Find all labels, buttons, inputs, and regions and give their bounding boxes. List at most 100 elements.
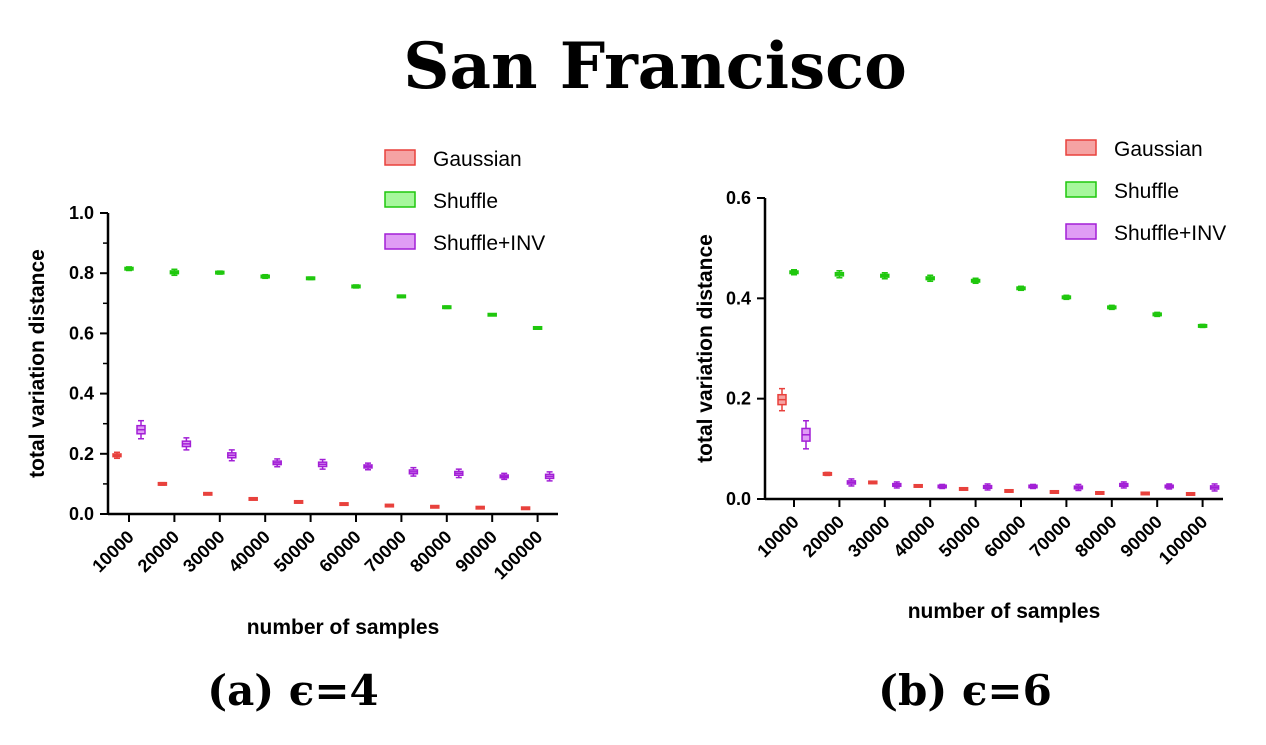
box-mark — [1209, 483, 1220, 492]
box-mark — [396, 294, 407, 299]
series-shuffle — [789, 268, 1208, 329]
box-mark — [227, 449, 237, 462]
x-tick-label: 50000 — [270, 527, 320, 577]
box-mark — [846, 478, 857, 487]
series-shuffle-inv — [136, 419, 555, 482]
y-tick-label: 0.6 — [69, 323, 94, 343]
legend-label: Shuffle+INV — [1114, 222, 1226, 245]
box-mark — [181, 437, 192, 451]
legend-swatch — [1065, 181, 1097, 198]
box-mark — [1185, 491, 1196, 496]
box-mark — [272, 458, 282, 468]
series-shuffle — [124, 266, 543, 330]
x-tick-label: 50000 — [935, 512, 985, 562]
box-mark — [487, 312, 497, 317]
box-mark — [834, 269, 845, 279]
x-tick-label: 30000 — [179, 527, 229, 577]
box-mark — [880, 271, 890, 280]
y-axis-label: total variation distance — [26, 249, 49, 478]
series-gaussian — [777, 387, 1196, 496]
box-mark — [499, 472, 509, 481]
x-tick-label: 100000 — [1155, 512, 1212, 569]
box-mark — [1028, 483, 1038, 490]
legend-label: Gaussian — [1114, 138, 1203, 161]
box-mark — [1164, 483, 1174, 490]
y-tick-label: 0.2 — [69, 444, 94, 464]
box-mark — [408, 466, 419, 477]
box-mark — [157, 481, 168, 486]
x-tick-label: 10000 — [753, 512, 803, 562]
x-tick-label: 40000 — [224, 527, 274, 577]
x-tick-label: 70000 — [361, 527, 411, 577]
box-mark — [475, 505, 485, 510]
legend-swatch — [384, 233, 416, 250]
x-tick-label: 20000 — [799, 512, 849, 562]
box-mark — [1119, 481, 1129, 489]
x-tick-label: 100000 — [490, 527, 547, 584]
x-axis-label: number of samples — [908, 600, 1101, 623]
box-mark — [1140, 491, 1150, 496]
box-mark — [339, 502, 349, 507]
y-tick-label: 0.0 — [726, 489, 751, 509]
panel-caption: (b) ϵ=6 — [878, 666, 1052, 715]
box-mark — [1073, 483, 1084, 492]
y-tick-label: 0.4 — [69, 384, 94, 404]
box-mark — [454, 468, 464, 479]
chart-panel-a: 0.0 0.2 0.4 0.6 0.8 1.0 1000020000300004000050… — [26, 148, 558, 715]
box-mark — [520, 506, 531, 511]
box-mark — [777, 387, 787, 412]
box-mark — [305, 276, 316, 281]
y-tick-label: 0.6 — [726, 188, 751, 208]
box-mark — [169, 268, 180, 277]
x-tick-label: 20000 — [134, 527, 184, 577]
box-mark — [384, 503, 395, 508]
x-tick-label: 60000 — [980, 512, 1030, 562]
box-mark — [363, 462, 373, 471]
box-mark — [970, 277, 981, 285]
legend-swatch — [1065, 223, 1097, 240]
x-axis-label: number of samples — [247, 616, 440, 639]
series-shuffle-inv — [801, 419, 1220, 492]
box-mark — [544, 471, 555, 482]
box-mark — [913, 483, 923, 488]
x-tick-label: 10000 — [88, 527, 138, 577]
y-axis-label: total variation distance — [694, 234, 717, 463]
box-mark — [1061, 294, 1072, 301]
box-mark — [822, 471, 833, 477]
box-mark — [1095, 490, 1105, 495]
x-tick-label: 80000 — [1071, 512, 1121, 562]
box-mark — [317, 458, 328, 470]
y-tick-label: 0.2 — [726, 389, 751, 409]
box-mark — [203, 491, 213, 496]
legend-label: Shuffle — [1114, 180, 1179, 203]
box-mark — [982, 483, 993, 491]
box-mark — [925, 274, 935, 283]
box-mark — [801, 419, 811, 450]
legend-swatch — [1065, 139, 1097, 156]
panel-caption: (a) ϵ=4 — [207, 666, 379, 715]
box-mark — [1004, 488, 1014, 493]
box-mark — [260, 273, 270, 280]
box-mark — [215, 270, 225, 275]
y-tick-label: 0.4 — [726, 288, 751, 308]
x-tick-label: 70000 — [1026, 512, 1076, 562]
box-mark — [532, 325, 543, 330]
box-mark — [868, 480, 878, 485]
box-mark — [248, 496, 258, 501]
box-mark — [442, 305, 452, 310]
y-tick-label: 1.0 — [69, 203, 94, 223]
box-mark — [112, 451, 122, 460]
box-mark — [1197, 323, 1208, 329]
x-tick-label: 80000 — [406, 527, 456, 577]
x-tick-label: 60000 — [315, 527, 365, 577]
figure-title: San Francisco — [403, 29, 907, 104]
box-mark — [789, 268, 799, 276]
y-tick-label: 0.8 — [69, 263, 94, 283]
box-mark — [1107, 304, 1117, 311]
box-mark — [892, 481, 902, 489]
box-mark — [430, 504, 440, 509]
box-mark — [1152, 311, 1162, 318]
chart-panel-b: 0.0 0.2 0.4 0.6 1000020000300004000050000600… — [694, 138, 1226, 715]
box-mark — [293, 499, 304, 504]
